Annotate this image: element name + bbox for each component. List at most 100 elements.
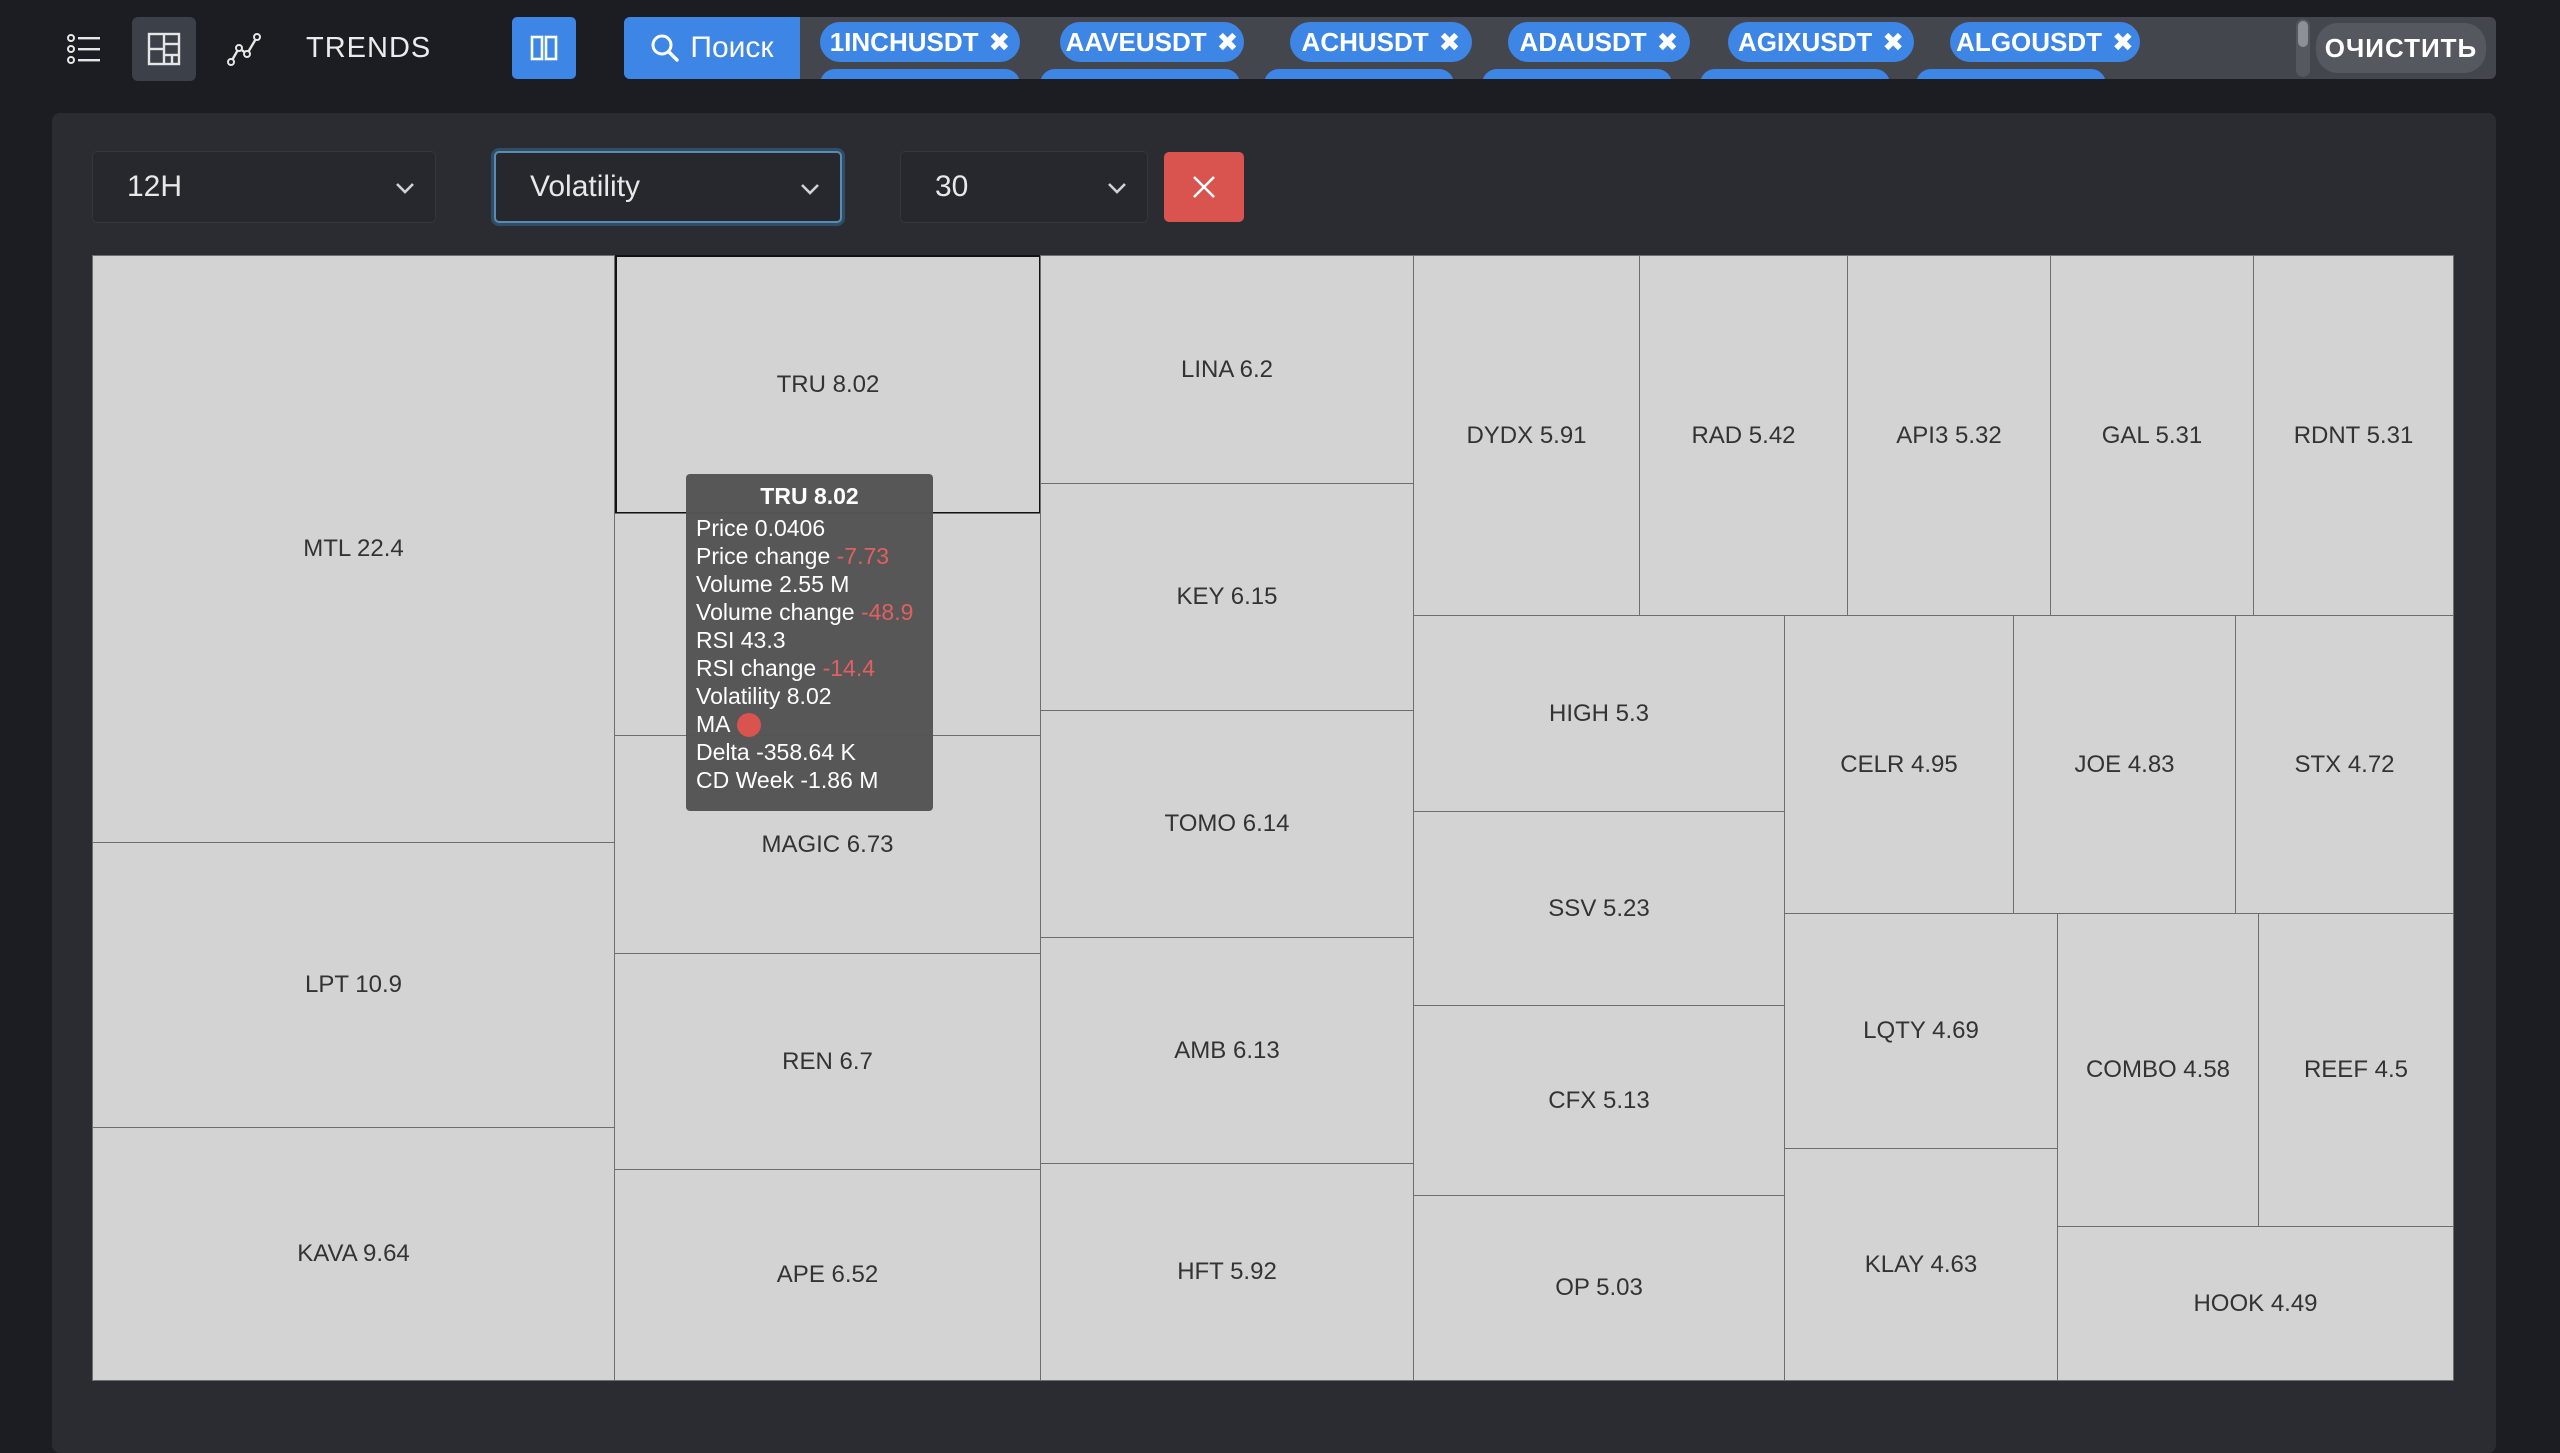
remove-tag-icon[interactable]: ✖ <box>2112 26 2134 57</box>
remove-tag-icon[interactable]: ✖ <box>1438 26 1461 57</box>
treemap-cell-key[interactable]: KEY 6.15 <box>1040 483 1414 711</box>
treemap-cell-lina[interactable]: LINA 6.2 <box>1040 255 1414 484</box>
timeframe-select[interactable]: 12H <box>92 151 436 223</box>
tag-algousdt[interactable]: ALGOUSDT ✖ <box>1950 22 2140 62</box>
remove-filter-button[interactable] <box>1164 152 1244 222</box>
tag-row-overflow <box>1916 69 2106 79</box>
tag-row-overflow <box>1040 69 1240 79</box>
treemap-cell-lqty[interactable]: LQTY 4.69 <box>1784 913 2058 1149</box>
remove-tag-icon[interactable]: ✖ <box>1656 26 1679 57</box>
tag-row-overflow <box>820 69 1020 79</box>
tag-aaveusdt[interactable]: AAVEUSDT ✖ <box>1060 22 1244 62</box>
tag-adausdt[interactable]: ADAUSDT ✖ <box>1508 22 1690 62</box>
trends-chart-button[interactable] <box>212 17 276 81</box>
cell-label: KLAY 4.63 <box>1864 1250 1978 1278</box>
tag-label: 1INCHUSDT <box>829 26 979 57</box>
cell-label: RAD 5.42 <box>1691 421 1796 449</box>
tooltip-ma: MA <box>696 710 923 738</box>
treemap-icon <box>147 32 181 66</box>
brand-title[interactable]: TRENDS <box>306 32 432 64</box>
tooltip-cd-week: CD Week -1.86 M <box>696 767 879 793</box>
cell-label: MTL 22.4 <box>303 535 404 562</box>
treemap-cell-amb[interactable]: AMB 6.13 <box>1040 937 1414 1164</box>
treemap-cell-rad[interactable]: RAD 5.42 <box>1639 255 1848 616</box>
tag-label: ACHUSDT <box>1301 26 1429 57</box>
treemap-cell-rdnt[interactable]: RDNT 5.31 <box>2253 255 2454 616</box>
treemap-cell-combo[interactable]: COMBO 4.58 <box>2057 913 2259 1227</box>
tooltip-volatility: Volatility 8.02 <box>696 683 832 709</box>
cell-label: RDNT 5.31 <box>2293 421 2414 449</box>
treemap-cell-reef[interactable]: REEF 4.5 <box>2258 913 2454 1227</box>
cell-label: TRU 8.02 <box>776 370 880 398</box>
search-icon <box>651 34 680 62</box>
search-label: Поиск <box>690 31 774 64</box>
tooltip-volume: Volume 2.55 M <box>696 571 850 597</box>
treemap-cell-joe[interactable]: JOE 4.83 <box>2013 615 2236 914</box>
remove-tag-icon[interactable]: ✖ <box>1882 26 1905 57</box>
remove-tag-icon[interactable]: ✖ <box>1216 26 1239 57</box>
treemap-cell-lpt[interactable]: LPT 10.9 <box>92 842 615 1128</box>
treemap-cell-kava[interactable]: KAVA 9.64 <box>92 1127 615 1381</box>
metric-value: Volatility <box>530 170 641 203</box>
close-icon <box>1193 176 1215 198</box>
cell-label: TOMO 6.14 <box>1164 810 1290 837</box>
treemap-cell-api3[interactable]: API3 5.32 <box>1847 255 2051 616</box>
treemap-view-button[interactable] <box>132 17 196 81</box>
remove-tag-icon[interactable]: ✖ <box>988 26 1011 57</box>
clear-button[interactable]: ОЧИСТИТЬ <box>2316 23 2486 73</box>
columns-toggle-button[interactable] <box>512 17 576 79</box>
list-icon <box>67 34 100 64</box>
cell-label: HFT 5.92 <box>1177 1258 1277 1285</box>
volatility-treemap: MTL 22.4 LPT 10.9 KAVA 9.64 TRU 8.02 … M… <box>92 255 2454 1381</box>
treemap-cell-celr[interactable]: CELR 4.95 <box>1784 615 2014 914</box>
tooltip-rsi-change: RSI change -14.4 <box>696 655 876 681</box>
treemap-cell-dydx[interactable]: DYDX 5.91 <box>1413 255 1640 616</box>
list-view-button[interactable] <box>52 17 116 81</box>
treemap-cell-op[interactable]: OP 5.03 <box>1413 1195 1785 1381</box>
treemap-cell-tru[interactable]: TRU 8.02 <box>615 255 1041 514</box>
treemap-cell-cfx[interactable]: CFX 5.13 <box>1413 1005 1785 1196</box>
cell-label: REEF 4.5 <box>2303 1056 2409 1083</box>
cell-label: KEY 6.15 <box>1176 583 1278 610</box>
count-select[interactable]: 30 <box>900 151 1148 223</box>
tooltip-price: Price 0.0406 <box>696 515 826 541</box>
cell-label: CFX 5.13 <box>1548 1086 1650 1114</box>
columns-icon <box>530 35 558 61</box>
tooltip-price-change: Price change -7.73 <box>696 543 890 569</box>
treemap-cell-klay[interactable]: KLAY 4.63 <box>1784 1148 2058 1381</box>
symbol-tag-bar: Поиск 1INCHUSDT ✖ AAVEUSDT ✖ ACHUSDT ✖ A… <box>624 17 2496 79</box>
count-value: 30 <box>935 170 969 203</box>
treemap-cell-tomo[interactable]: TOMO 6.14 <box>1040 710 1414 938</box>
treemap-cell-hft[interactable]: HFT 5.92 <box>1040 1163 1414 1381</box>
tag-label: ADAUSDT <box>1519 26 1647 57</box>
cell-label: LINA 6.2 <box>1180 355 1274 383</box>
tag-1inchusdt[interactable]: 1INCHUSDT ✖ <box>820 22 1020 62</box>
cell-label: OP 5.03 <box>1555 1274 1643 1301</box>
cell-label: API3 5.32 <box>1896 421 2002 449</box>
trend-line-icon <box>227 33 261 66</box>
treemap-cell-mtl[interactable]: MTL 22.4 <box>92 255 615 843</box>
tooltip-rsi: RSI 43.3 <box>696 627 786 653</box>
cell-label: GAL 5.31 <box>2101 421 2203 449</box>
cell-label: AMB 6.13 <box>1174 1036 1280 1064</box>
tag-row-overflow <box>1264 69 1454 79</box>
cell-label: APE 6.52 <box>776 1261 879 1288</box>
search-button[interactable]: Поиск <box>624 17 800 79</box>
treemap-cell-gal[interactable]: GAL 5.31 <box>2050 255 2254 616</box>
treemap-cell-hook[interactable]: HOOK 4.49 <box>2057 1226 2454 1381</box>
chevron-down-icon <box>396 183 414 194</box>
cell-label: LQTY 4.69 <box>1863 1017 1979 1044</box>
tag-achusdt[interactable]: ACHUSDT ✖ <box>1290 22 1472 62</box>
treemap-cell-ren[interactable]: REN 6.7 <box>614 953 1041 1170</box>
tag-label: AAVEUSDT <box>1065 26 1207 57</box>
metric-select[interactable]: Volatility <box>494 151 842 223</box>
treemap-cell-ape[interactable]: APE 6.52 <box>614 1169 1041 1381</box>
tag-bar-scrollbar[interactable] <box>2296 19 2310 77</box>
treemap-tooltip: TRU 8.02 Price 0.0406 Price change -7.73… <box>686 474 933 811</box>
cell-label: HIGH 5.3 <box>1548 699 1650 727</box>
tag-agixusdt[interactable]: AGIXUSDT ✖ <box>1728 22 1914 62</box>
tag-label: ALGOUSDT <box>1956 26 2103 57</box>
treemap-cell-high[interactable]: HIGH 5.3 <box>1413 615 1785 812</box>
treemap-cell-stx[interactable]: STX 4.72 <box>2235 615 2454 914</box>
treemap-cell-ssv[interactable]: SSV 5.23 <box>1413 811 1785 1006</box>
